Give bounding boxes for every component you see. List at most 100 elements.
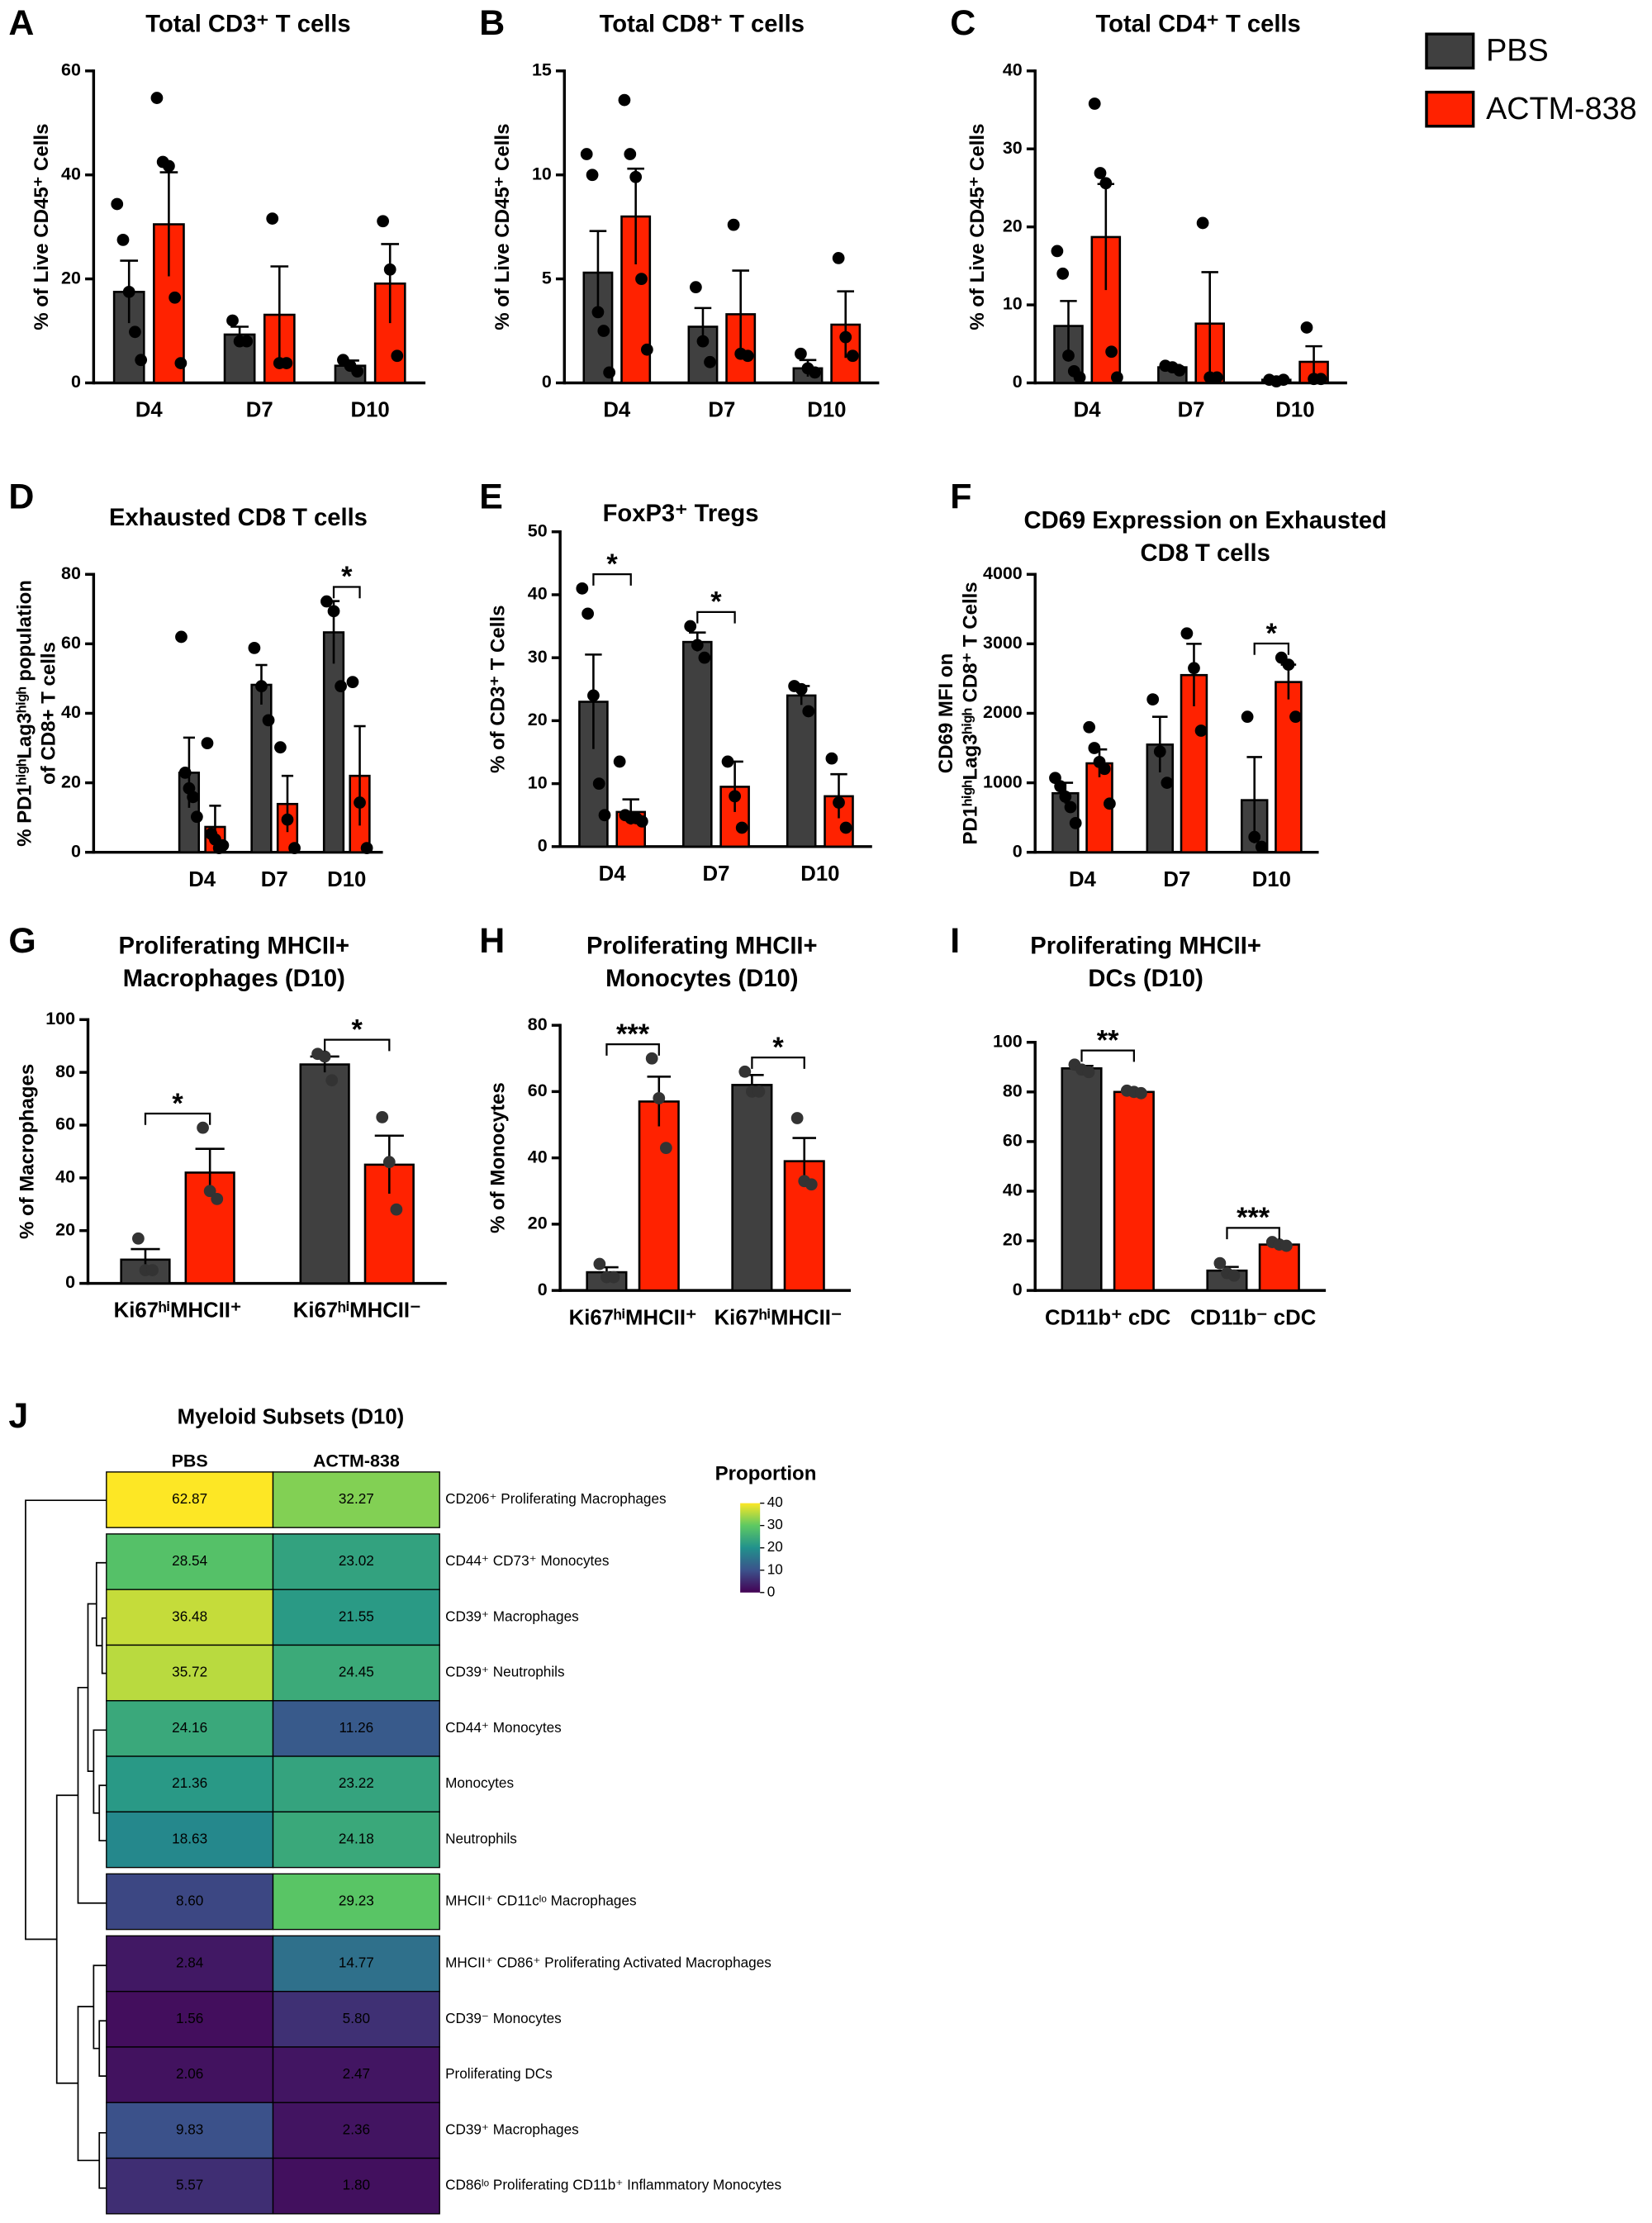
significance-label: * [710,587,722,618]
y-tick-label: 40 [528,584,548,604]
y-tick-label: 40 [55,1167,75,1187]
error-bar [1151,715,1168,772]
data-point [354,796,366,809]
y-tick-label: 60 [61,60,81,80]
data-point [325,1074,339,1087]
cell-label: 5.57 [176,2177,203,2193]
y-tick-label: 60 [528,1081,548,1100]
cell-label: 2.84 [176,1955,204,1971]
x-tick-label: Ki67ʰⁱMHCII⁻ [714,1306,843,1329]
cell-label: 36.48 [172,1608,207,1624]
x-tick-label: D10 [327,868,366,891]
data-point [618,93,631,107]
y-tick-label: 15 [532,60,552,80]
chart-title: Exhausted CD8 T cells [109,505,368,531]
colorbar-tick-label: 40 [767,1494,783,1510]
data-point [122,285,135,298]
data-point [190,810,203,824]
y-tick-label: 60 [61,633,81,653]
data-point [832,252,845,264]
data-point [603,366,616,379]
significance-bracket [1080,1049,1135,1062]
bar [786,694,817,848]
data-point [132,1232,145,1245]
row-label: CD44⁺ CD73⁺ Monocytes [445,1552,609,1569]
cell-label: 11.26 [339,1719,374,1736]
y-axis-label: % PD1ʰⁱᵍʰLag3ʰⁱᵍʰ population [13,580,36,847]
significance-label: *** [616,1019,650,1050]
data-point [839,821,852,834]
data-point [360,842,373,855]
y-tick-label: 20 [528,1214,548,1233]
y-tick-label: 80 [1003,1081,1023,1100]
data-point [629,170,643,183]
data-point [197,1121,209,1134]
data-point [1210,371,1223,384]
cell-label: 18.63 [172,1831,207,1847]
y-tick-label: 100 [993,1031,1023,1051]
data-point [1289,710,1302,724]
cell-label: 14.77 [339,1955,374,1971]
y-tick-label: 40 [528,1147,548,1166]
significance-bracket [144,1112,211,1125]
data-point [351,365,363,378]
chart-title: Total CD3⁺ T cells [145,12,350,38]
data-point [704,355,716,368]
data-point [318,1050,331,1063]
row-label: CD39⁺ Macrophages [445,1608,579,1624]
heatmap-cell [272,1471,440,1528]
y-tick-label: 0 [1013,372,1023,392]
error-bar [381,243,400,324]
y-tick-label: 0 [71,372,81,392]
legend-swatch [1425,90,1475,128]
y-tick-label: 20 [55,1219,75,1239]
data-point [203,1185,216,1198]
significance-label: * [606,549,618,580]
data-point [1051,245,1064,258]
heatmap-cell [272,1873,440,1931]
data-point [721,755,734,768]
data-point [752,1085,766,1098]
data-point [741,349,754,363]
data-point [689,281,702,294]
x-tick-label: D10 [1252,868,1291,891]
y-tick-label: 5 [542,268,552,287]
data-point [1104,797,1116,810]
x-tick-label: D4 [599,862,627,886]
data-point [1255,840,1268,853]
significance-bracket [751,1057,805,1069]
data-point [696,335,710,348]
data-point [1173,364,1186,377]
panel-letter: A [8,3,34,43]
data-point [391,349,404,363]
y-tick-label: 20 [1003,216,1023,235]
data-point [1088,97,1101,110]
x-tick-label: D7 [246,399,273,422]
y-axis-label: % of Macrophages [17,1064,39,1239]
error-bar [1305,344,1322,378]
error-bar [830,772,847,819]
y-axis-label: % of Live CD45⁺ Cells [31,124,53,330]
bar [638,1100,680,1292]
heatmap-cell [106,2157,274,2215]
error-bar [589,230,607,315]
data-point [1073,371,1086,384]
data-point [691,639,704,652]
data-point [645,1052,658,1065]
x-tick-label: D4 [1069,868,1097,891]
data-point [1213,1256,1227,1270]
data-point [1180,627,1194,640]
data-point [201,737,214,750]
y-axis-label: % of Live CD45⁺ Cells [491,124,514,330]
data-point [591,306,605,319]
x-tick-label: D10 [1275,399,1314,422]
data-point [1135,1086,1147,1100]
chart-title: Proliferating MHCII+ [586,933,818,959]
cell-label: 2.47 [343,2065,370,2082]
data-point [684,620,697,633]
y-tick-label: 40 [61,164,81,183]
y-tick-label: 0 [65,1272,75,1292]
data-point [1282,658,1295,671]
y-tick-label: 100 [45,1009,75,1028]
heatmap-cell [272,1589,440,1646]
